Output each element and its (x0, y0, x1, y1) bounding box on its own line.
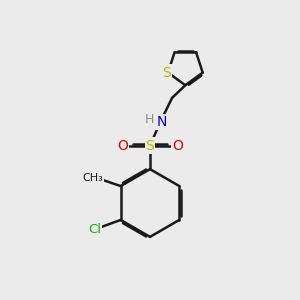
Text: H: H (144, 113, 154, 126)
Text: O: O (172, 139, 183, 153)
Text: CH₃: CH₃ (82, 172, 103, 182)
Text: S: S (162, 66, 171, 80)
Text: N: N (157, 115, 167, 129)
Text: Cl: Cl (88, 223, 101, 236)
Text: O: O (117, 139, 128, 153)
Text: S: S (146, 139, 154, 153)
